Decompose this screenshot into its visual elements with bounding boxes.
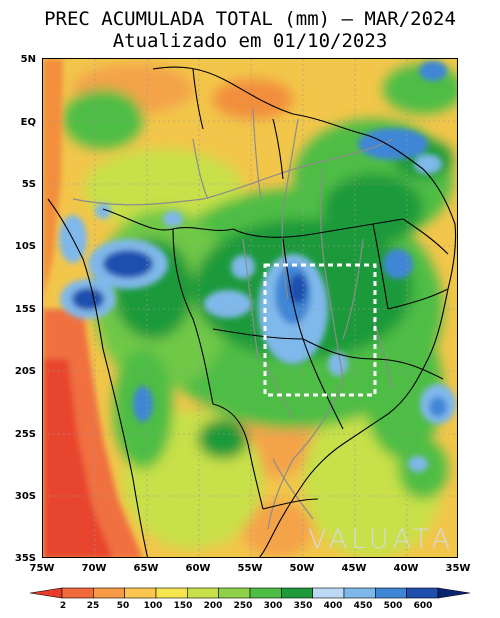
map-subtitle: Atualizado em 01/10/2023: [112, 30, 388, 52]
lon-label-60w: 60W: [185, 563, 211, 574]
lon-label-40w: 40W: [393, 563, 419, 574]
watermark-logo: VALUATA: [308, 524, 454, 555]
legend-cell: [218, 587, 251, 599]
legend-cell: [124, 587, 157, 599]
lat-label-eq: EQ: [20, 117, 36, 128]
legend-label-350: 350: [293, 601, 313, 611]
legend-label-50: 50: [116, 601, 130, 611]
legend-cell-max: [437, 587, 470, 599]
legend-label-250: 250: [233, 601, 253, 611]
legend-label-150: 150: [173, 601, 193, 611]
lon-label-50w: 50W: [289, 563, 315, 574]
lat-label-15s: 15S: [14, 304, 36, 315]
map-title: PREC ACUMULADA TOTAL (mm) – MAR/2024: [44, 8, 456, 30]
lon-label-70w: 70W: [81, 563, 107, 574]
borders: [47, 66, 457, 557]
legend-label-100: 100: [143, 601, 163, 611]
legend-cell: [343, 587, 376, 599]
legend-label-2: 2: [59, 601, 67, 611]
lat-label-25s: 25S: [14, 429, 36, 440]
lon-label-65w: 65W: [133, 563, 159, 574]
legend-label-400: 400: [323, 601, 343, 611]
legend-cell: [93, 587, 125, 599]
lat-label-5s: 5S: [21, 179, 36, 190]
lat-label-35s: 35S: [14, 553, 36, 564]
lat-label-20s: 20S: [14, 366, 36, 377]
precipitation-field: [43, 59, 457, 557]
legend-label-25: 25: [86, 601, 100, 611]
lat-label-30s: 30S: [14, 491, 36, 502]
lat-label-5n: 5N: [20, 54, 36, 65]
legend-label-450: 450: [353, 601, 373, 611]
precipitation-map: [42, 58, 458, 558]
lon-label-55w: 55W: [237, 563, 263, 574]
color-legend: [30, 587, 470, 599]
legend-cell-min: [30, 587, 63, 599]
legend-cell: [312, 587, 345, 599]
legend-cell: [61, 587, 94, 599]
legend-cell: [281, 587, 313, 599]
legend-cell: [406, 587, 439, 599]
legend-cell: [155, 587, 188, 599]
legend-cell: [249, 587, 282, 599]
legend-label-200: 200: [203, 601, 223, 611]
lon-label-75w: 75W: [29, 563, 55, 574]
rivers: [72, 108, 394, 530]
legend-cell: [187, 587, 219, 599]
lon-label-45w: 45W: [341, 563, 367, 574]
legend-label-600: 600: [413, 601, 433, 611]
legend-label-300: 300: [263, 601, 283, 611]
lon-label-35w: 35W: [445, 563, 471, 574]
lat-label-10s: 10S: [14, 241, 36, 252]
legend-cell: [375, 587, 407, 599]
highlight-box: [263, 263, 377, 397]
legend-label-500: 500: [383, 601, 403, 611]
field-ocean: [43, 59, 143, 557]
